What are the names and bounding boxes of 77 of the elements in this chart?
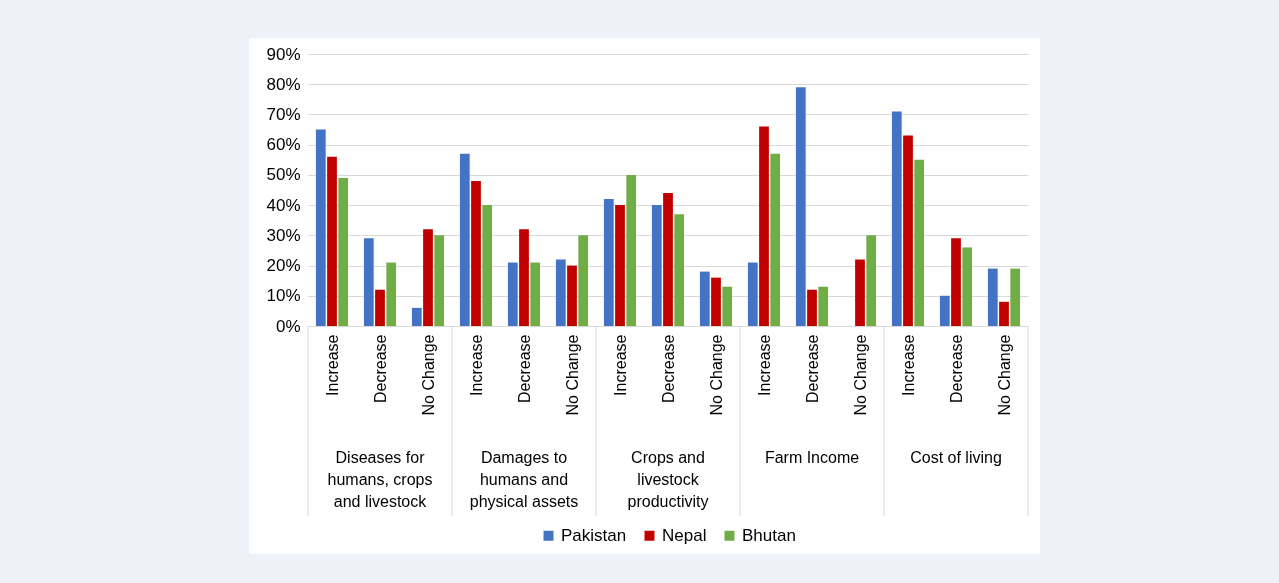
bar <box>555 259 566 326</box>
bar <box>914 159 925 326</box>
x-tick-label: Increase <box>899 334 917 396</box>
bar <box>519 229 529 326</box>
y-tick-label: 0% <box>275 316 301 336</box>
bar <box>891 111 902 326</box>
bar <box>866 235 877 326</box>
legend-label: Pakistan <box>561 525 627 545</box>
bar <box>315 129 326 326</box>
bar <box>699 271 710 326</box>
x-tick-label: Decrease <box>659 334 677 403</box>
bar <box>386 262 397 326</box>
bar <box>578 235 589 326</box>
y-tick-label: 60% <box>266 135 301 155</box>
x-tick-label: No Change <box>707 334 725 416</box>
x-tick-label: No Change <box>563 334 581 416</box>
bar <box>999 301 1009 326</box>
bar <box>1010 268 1021 326</box>
bar <box>651 205 662 326</box>
bar <box>482 205 493 326</box>
bar <box>567 265 577 326</box>
x-tick-label: No Change <box>851 334 869 416</box>
bar <box>962 247 973 326</box>
x-tick-label: Increase <box>611 334 629 396</box>
x-tick-label: Decrease <box>947 334 965 403</box>
x-tick-label: Decrease <box>803 334 821 403</box>
bar <box>818 286 829 326</box>
text: Cost of living <box>910 449 1002 466</box>
y-tick-label: 90% <box>266 44 301 64</box>
bar <box>795 87 806 326</box>
bar <box>615 205 625 326</box>
bar <box>423 229 433 326</box>
bar <box>807 289 817 326</box>
bar <box>759 126 769 326</box>
y-tick-label: 10% <box>266 286 301 306</box>
y-tick-label: 50% <box>266 165 301 185</box>
bar <box>770 153 781 326</box>
y-tick-label: 80% <box>266 74 301 94</box>
legend-label: Bhutan <box>742 525 796 545</box>
bar <box>363 238 374 326</box>
bar <box>603 199 614 326</box>
bar <box>530 262 541 326</box>
bar <box>939 295 950 326</box>
bar <box>507 262 518 326</box>
bar <box>471 180 481 326</box>
bar <box>711 277 721 326</box>
y-tick-label: 20% <box>266 256 301 276</box>
bar <box>722 286 733 326</box>
x-tick-label: Increase <box>323 334 341 396</box>
legend-label: Nepal <box>662 525 707 545</box>
text: Damages to humans and physical assets <box>469 449 579 510</box>
bar <box>411 307 422 326</box>
bar <box>855 259 865 326</box>
bar <box>375 289 385 326</box>
text: Crops and livestock productivity <box>627 449 709 510</box>
bar <box>674 214 685 326</box>
bar <box>459 153 470 326</box>
bar <box>434 235 445 326</box>
bar <box>626 174 637 326</box>
x-tick-label: Increase <box>467 334 485 396</box>
bar <box>903 135 913 326</box>
bar <box>951 238 961 326</box>
x-tick-label: Decrease <box>371 334 389 403</box>
y-tick-label: 70% <box>266 104 301 124</box>
text: Farm Income <box>764 449 860 466</box>
y-tick-label: 40% <box>266 195 301 215</box>
x-tick-label: No Change <box>419 334 437 416</box>
bar <box>747 262 758 326</box>
text: Diseases for humans, crops and livestock <box>327 449 433 510</box>
bar <box>327 156 337 326</box>
y-tick-label: 30% <box>266 225 301 245</box>
bar <box>338 177 349 326</box>
x-tick-label: Increase <box>755 334 773 396</box>
bar <box>987 268 998 326</box>
x-tick-label: Decrease <box>515 334 533 403</box>
bar <box>663 193 673 326</box>
x-tick-label: No Change <box>995 334 1013 416</box>
